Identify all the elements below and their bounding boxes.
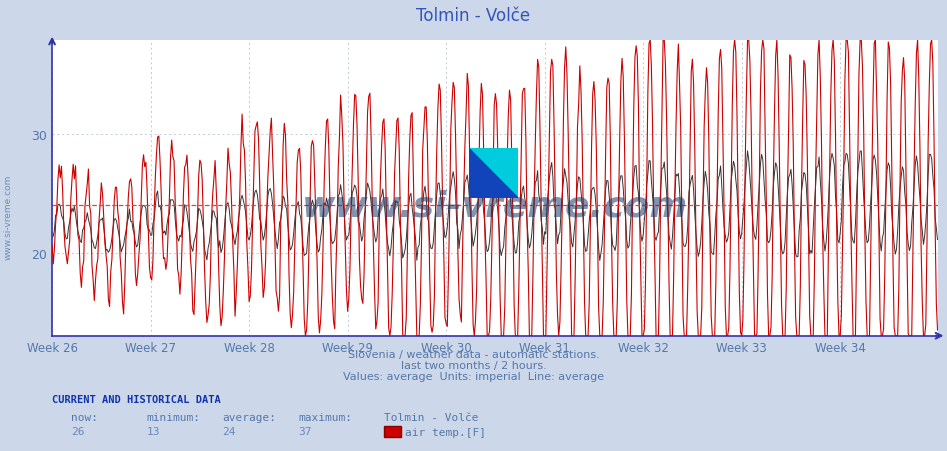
Text: 37: 37	[298, 426, 312, 436]
Text: www.si-vreme.com: www.si-vreme.com	[4, 174, 13, 259]
Text: Tolmin - Volče: Tolmin - Volče	[384, 412, 478, 422]
Polygon shape	[469, 149, 518, 198]
Text: air temp.[F]: air temp.[F]	[405, 427, 487, 437]
Text: 24: 24	[223, 426, 236, 436]
Text: Slovenia / weather data - automatic stations.: Slovenia / weather data - automatic stat…	[348, 349, 599, 359]
Polygon shape	[469, 149, 518, 198]
Text: 13: 13	[147, 426, 160, 436]
Text: CURRENT AND HISTORICAL DATA: CURRENT AND HISTORICAL DATA	[52, 394, 221, 404]
Text: 26: 26	[71, 426, 84, 436]
Text: average:: average:	[223, 412, 277, 422]
Text: minimum:: minimum:	[147, 412, 201, 422]
Text: last two months / 2 hours.: last two months / 2 hours.	[401, 360, 546, 370]
Polygon shape	[469, 149, 518, 198]
Text: www.si-vreme.com: www.si-vreme.com	[302, 189, 688, 223]
Text: Values: average  Units: imperial  Line: average: Values: average Units: imperial Line: av…	[343, 372, 604, 382]
Text: now:: now:	[71, 412, 98, 422]
Text: Tolmin - Volče: Tolmin - Volče	[417, 7, 530, 25]
Text: maximum:: maximum:	[298, 412, 352, 422]
